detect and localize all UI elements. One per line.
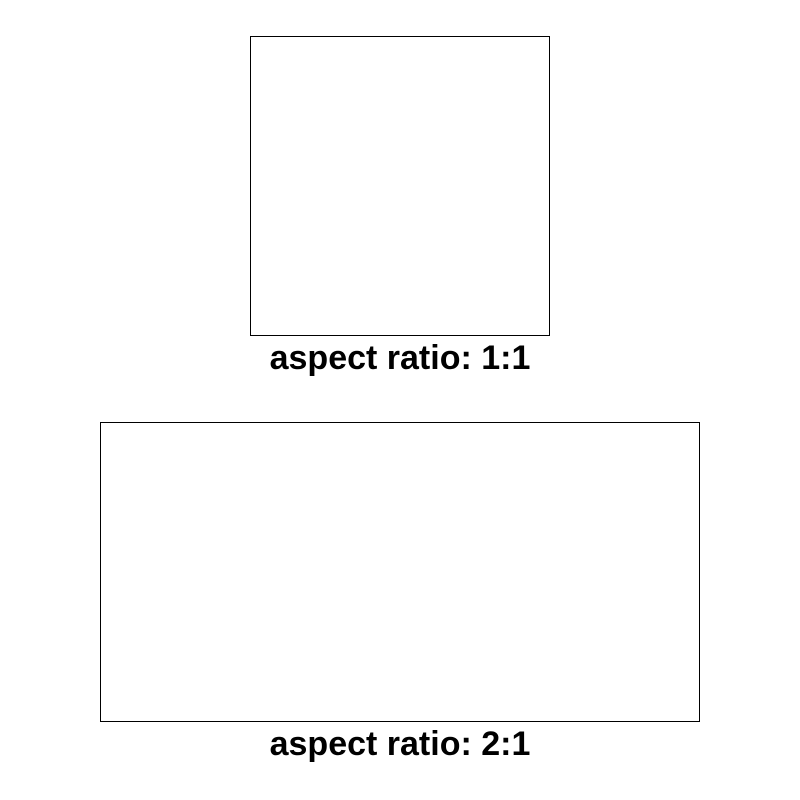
square-caption: aspect ratio: 1:1 [269, 339, 531, 377]
wide-frame [100, 422, 700, 722]
square-frame [250, 36, 550, 336]
wide-caption: aspect ratio: 2:1 [269, 725, 531, 763]
